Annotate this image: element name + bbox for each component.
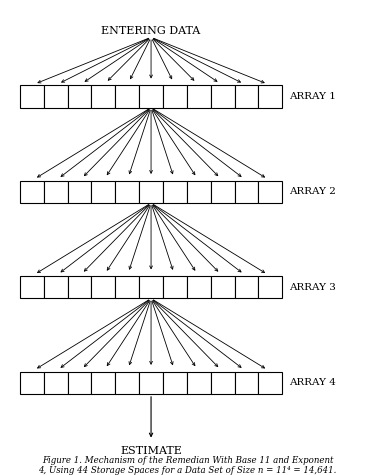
Text: ESTIMATE: ESTIMATE xyxy=(120,446,182,456)
FancyBboxPatch shape xyxy=(139,371,163,394)
FancyBboxPatch shape xyxy=(20,276,44,298)
FancyBboxPatch shape xyxy=(163,276,187,298)
FancyBboxPatch shape xyxy=(258,180,282,203)
FancyBboxPatch shape xyxy=(258,85,282,107)
FancyBboxPatch shape xyxy=(139,180,163,203)
FancyBboxPatch shape xyxy=(187,180,211,203)
FancyBboxPatch shape xyxy=(115,85,139,107)
FancyBboxPatch shape xyxy=(92,85,115,107)
FancyBboxPatch shape xyxy=(68,180,92,203)
FancyBboxPatch shape xyxy=(234,371,258,394)
Text: ENTERING DATA: ENTERING DATA xyxy=(101,26,201,36)
FancyBboxPatch shape xyxy=(68,85,92,107)
FancyBboxPatch shape xyxy=(115,180,139,203)
FancyBboxPatch shape xyxy=(211,180,234,203)
FancyBboxPatch shape xyxy=(68,276,92,298)
FancyBboxPatch shape xyxy=(234,276,258,298)
FancyBboxPatch shape xyxy=(92,371,115,394)
FancyBboxPatch shape xyxy=(163,371,187,394)
FancyBboxPatch shape xyxy=(258,276,282,298)
Text: ARRAY 1: ARRAY 1 xyxy=(290,92,336,101)
FancyBboxPatch shape xyxy=(211,85,234,107)
FancyBboxPatch shape xyxy=(211,371,234,394)
Text: ARRAY 3: ARRAY 3 xyxy=(290,283,336,292)
FancyBboxPatch shape xyxy=(187,276,211,298)
FancyBboxPatch shape xyxy=(92,276,115,298)
FancyBboxPatch shape xyxy=(139,85,163,107)
FancyBboxPatch shape xyxy=(139,276,163,298)
FancyBboxPatch shape xyxy=(258,371,282,394)
FancyBboxPatch shape xyxy=(115,371,139,394)
FancyBboxPatch shape xyxy=(234,85,258,107)
FancyBboxPatch shape xyxy=(20,371,44,394)
FancyBboxPatch shape xyxy=(68,371,92,394)
FancyBboxPatch shape xyxy=(115,276,139,298)
FancyBboxPatch shape xyxy=(20,180,44,203)
FancyBboxPatch shape xyxy=(44,85,68,107)
FancyBboxPatch shape xyxy=(44,371,68,394)
Text: Figure 1. Mechanism of the Remedian With Base 11 and Exponent: Figure 1. Mechanism of the Remedian With… xyxy=(42,456,333,465)
Text: 4, Using 44 Storage Spaces for a Data Set of Size n = 11⁴ = 14,641.: 4, Using 44 Storage Spaces for a Data Se… xyxy=(38,466,337,475)
FancyBboxPatch shape xyxy=(44,276,68,298)
FancyBboxPatch shape xyxy=(163,180,187,203)
FancyBboxPatch shape xyxy=(20,85,44,107)
FancyBboxPatch shape xyxy=(44,180,68,203)
FancyBboxPatch shape xyxy=(187,85,211,107)
FancyBboxPatch shape xyxy=(211,276,234,298)
Text: ARRAY 2: ARRAY 2 xyxy=(290,187,336,196)
FancyBboxPatch shape xyxy=(92,180,115,203)
FancyBboxPatch shape xyxy=(187,371,211,394)
FancyBboxPatch shape xyxy=(163,85,187,107)
FancyBboxPatch shape xyxy=(234,180,258,203)
Text: ARRAY 4: ARRAY 4 xyxy=(290,378,336,387)
